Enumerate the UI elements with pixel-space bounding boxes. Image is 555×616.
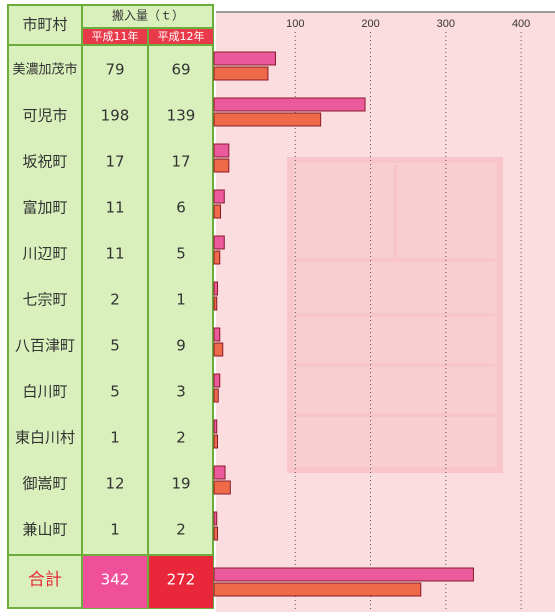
bar bbox=[214, 374, 220, 387]
category-label: 白川町 bbox=[22, 383, 67, 401]
category-label: 坂祝町 bbox=[22, 153, 67, 171]
bar bbox=[214, 52, 275, 65]
bar bbox=[214, 282, 218, 295]
value-cell: 17 bbox=[171, 153, 190, 171]
value-cell: 17 bbox=[105, 153, 124, 171]
series-header: 平成11年 bbox=[92, 29, 139, 43]
bar bbox=[214, 583, 421, 596]
value-cell: 12 bbox=[105, 475, 124, 493]
value-cell: 6 bbox=[176, 199, 186, 217]
bar bbox=[214, 527, 218, 540]
bar bbox=[214, 251, 220, 264]
bar bbox=[214, 389, 218, 402]
category-label: 川辺町 bbox=[22, 245, 67, 263]
total-value: 342 bbox=[101, 571, 130, 589]
category-label: 可児市 bbox=[22, 107, 67, 125]
total-value: 272 bbox=[167, 571, 196, 589]
total-label: 合計 bbox=[28, 570, 62, 590]
bar bbox=[214, 113, 321, 126]
chart: 市町村 搬入量（ｔ） 合計 100 200 300 400 平成11年 平成12年美濃加茂… bbox=[0, 0, 555, 616]
series-header: 平成12年 bbox=[158, 29, 205, 43]
value-header: 搬入量（ｔ） bbox=[112, 8, 184, 23]
category-header: 市町村 bbox=[22, 16, 67, 34]
value-cell: 5 bbox=[176, 245, 186, 263]
category-label: 美濃加茂市 bbox=[12, 62, 77, 78]
value-cell: 1 bbox=[110, 429, 120, 447]
bar bbox=[214, 236, 224, 249]
bar bbox=[214, 205, 221, 218]
category-label: 兼山町 bbox=[22, 521, 67, 539]
bar bbox=[214, 466, 225, 479]
value-cell: 139 bbox=[167, 107, 196, 125]
x-tick-label: 400 bbox=[512, 18, 530, 30]
bar bbox=[214, 343, 223, 356]
value-cell: 2 bbox=[176, 521, 186, 539]
cabinet-illustration bbox=[290, 160, 500, 470]
bar bbox=[214, 67, 268, 80]
value-cell: 2 bbox=[176, 429, 186, 447]
value-cell: 69 bbox=[171, 61, 190, 79]
value-cell: 19 bbox=[171, 475, 190, 493]
category-label: 富加町 bbox=[22, 199, 67, 217]
value-cell: 9 bbox=[176, 337, 186, 355]
x-tick-label: 200 bbox=[361, 18, 379, 30]
value-cell: 5 bbox=[110, 337, 120, 355]
category-label: 東白川村 bbox=[15, 429, 75, 447]
bar bbox=[214, 568, 473, 581]
value-cell: 11 bbox=[105, 199, 124, 217]
value-cell: 2 bbox=[110, 291, 120, 309]
bar bbox=[214, 512, 217, 525]
bar bbox=[214, 98, 365, 111]
bar bbox=[214, 190, 224, 203]
value-cell: 11 bbox=[105, 245, 124, 263]
value-cell: 5 bbox=[110, 383, 120, 401]
value-cell: 3 bbox=[176, 383, 186, 401]
bar bbox=[214, 420, 217, 433]
bar bbox=[214, 159, 229, 172]
category-label: 八百津町 bbox=[15, 337, 75, 355]
bar bbox=[214, 481, 230, 494]
category-label: 七宗町 bbox=[22, 291, 67, 309]
value-cell: 1 bbox=[176, 291, 186, 309]
x-tick-label: 100 bbox=[286, 18, 304, 30]
x-tick-label: 300 bbox=[437, 18, 455, 30]
bar bbox=[214, 328, 220, 341]
bar bbox=[214, 297, 217, 310]
value-cell: 1 bbox=[110, 521, 120, 539]
category-label: 御嵩町 bbox=[22, 475, 67, 493]
bar bbox=[214, 144, 229, 157]
bar bbox=[214, 435, 218, 448]
value-cell: 198 bbox=[101, 107, 130, 125]
value-cell: 79 bbox=[105, 61, 124, 79]
